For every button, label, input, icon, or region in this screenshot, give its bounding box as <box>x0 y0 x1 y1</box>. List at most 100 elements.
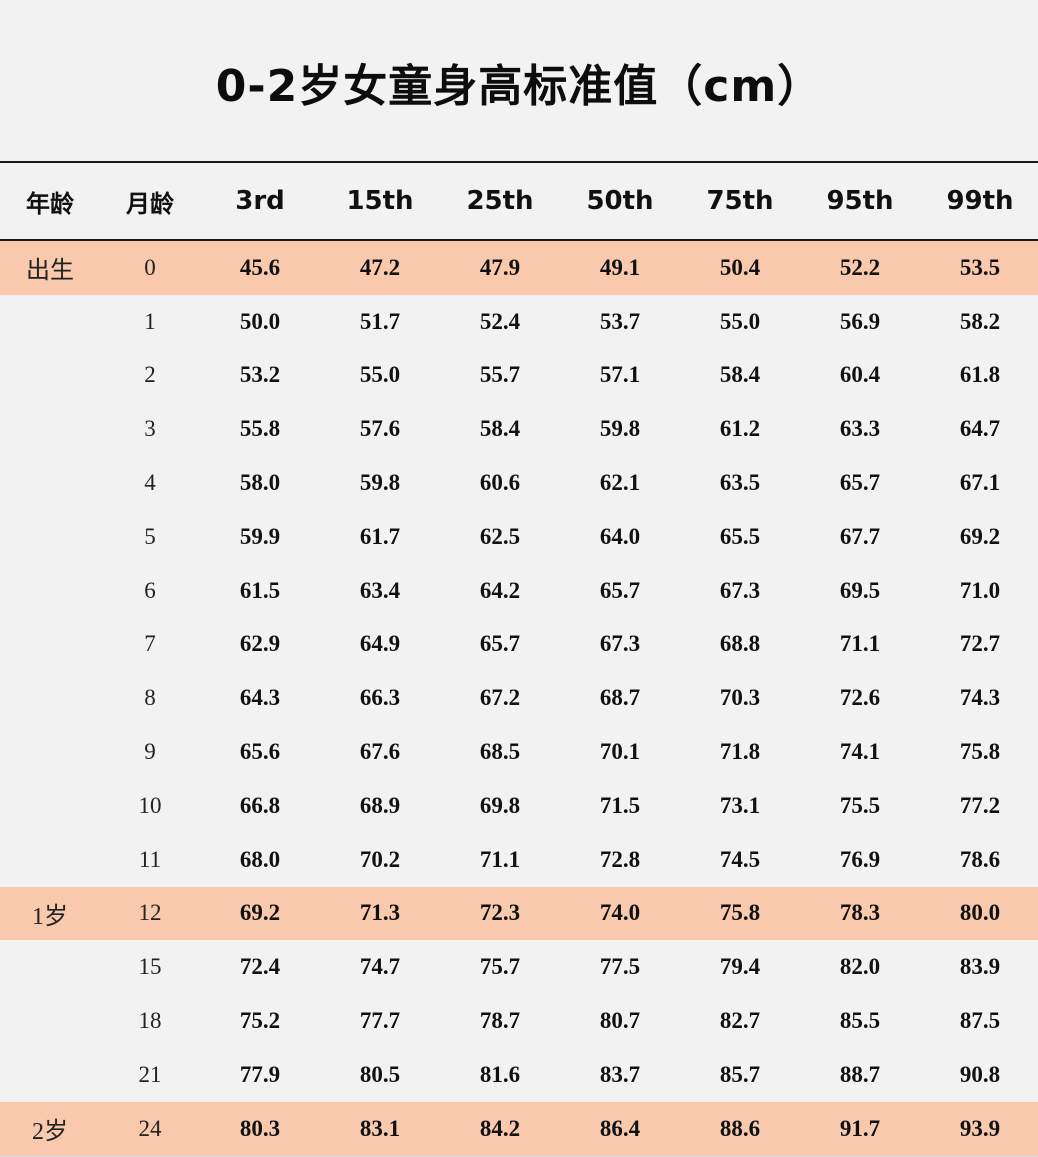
cell-value: 83.1 <box>320 1101 440 1157</box>
cell-value: 52.2 <box>800 240 920 295</box>
cell-value: 57.1 <box>599 362 641 388</box>
cell-value: 70.1 <box>599 739 641 765</box>
cell-value: 47.2 <box>320 240 440 295</box>
cell-value: 67.6 <box>359 739 401 765</box>
cell-value: 85.7 <box>719 1061 761 1087</box>
cell-value: 69.5 <box>839 577 881 603</box>
cell-age <box>0 456 100 510</box>
cell-month: 6 <box>144 577 156 603</box>
cell-value: 62.9 <box>239 631 281 657</box>
cell-value: 69.2 <box>959 523 1001 549</box>
cell-value: 85.5 <box>839 1008 881 1034</box>
cell-value: 88.6 <box>680 1101 800 1157</box>
cell-value: 63.5 <box>719 470 761 496</box>
height-standard-table: 年龄 月龄 3rd 15th 25th 50th 75th 95th 99th … <box>0 163 1038 1157</box>
cell-value: 58.0 <box>239 470 281 496</box>
cell-value: 78.7 <box>479 1008 521 1034</box>
cell-value: 77.5 <box>599 954 641 980</box>
cell-value: 67.3 <box>599 631 641 657</box>
header-p15: 15th <box>320 163 440 241</box>
cell-value: 53.2 <box>239 362 281 388</box>
header-p50: 50th <box>560 163 680 241</box>
cell-age: 1岁 <box>0 886 100 941</box>
cell-value: 72.8 <box>599 846 641 872</box>
table-row: 10 66.8 68.9 69.8 71.5 73.1 75.5 77.2 <box>0 779 1038 833</box>
cell-value: 64.3 <box>239 685 281 711</box>
cell-value: 71.0 <box>959 577 1001 603</box>
table-row: 2岁 24 80.3 83.1 84.2 86.4 88.6 91.7 93.9 <box>0 1101 1038 1157</box>
cell-value: 71.1 <box>479 846 521 872</box>
cell-month: 1 <box>144 308 156 334</box>
cell-age: 2岁 <box>0 1101 100 1157</box>
cell-value: 56.9 <box>839 308 881 334</box>
cell-value: 72.3 <box>440 886 560 941</box>
cell-month: 12 <box>100 886 200 941</box>
cell-month: 4 <box>144 470 156 496</box>
cell-value: 80.3 <box>200 1101 320 1157</box>
cell-age <box>0 725 100 779</box>
cell-value: 77.9 <box>239 1061 281 1087</box>
cell-value: 57.6 <box>359 416 401 442</box>
table-row: 1 50.0 51.7 52.4 53.7 55.0 56.9 58.2 <box>0 295 1038 349</box>
table-row: 6 61.5 63.4 64.2 65.7 67.3 69.5 71.0 <box>0 564 1038 618</box>
cell-value: 80.0 <box>920 886 1038 941</box>
cell-value: 55.8 <box>239 416 281 442</box>
cell-value: 67.2 <box>479 685 521 711</box>
cell-value: 90.8 <box>959 1061 1001 1087</box>
cell-age <box>0 940 100 994</box>
cell-value: 68.7 <box>599 685 641 711</box>
cell-value: 91.7 <box>800 1101 920 1157</box>
cell-value: 61.8 <box>959 362 1001 388</box>
cell-value: 93.9 <box>920 1101 1038 1157</box>
cell-month: 8 <box>144 685 156 711</box>
cell-value: 55.0 <box>359 362 401 388</box>
cell-value: 60.6 <box>479 470 521 496</box>
cell-value: 66.8 <box>239 792 281 818</box>
cell-age <box>0 510 100 564</box>
cell-value: 79.4 <box>719 954 761 980</box>
cell-value: 86.4 <box>560 1101 680 1157</box>
cell-month: 21 <box>138 1061 162 1087</box>
cell-value: 58.2 <box>959 308 1001 334</box>
cell-value: 64.0 <box>599 523 641 549</box>
cell-month: 2 <box>144 362 156 388</box>
cell-value: 82.7 <box>719 1008 761 1034</box>
table-row: 4 58.0 59.8 60.6 62.1 63.5 65.7 67.1 <box>0 456 1038 510</box>
header-p75: 75th <box>680 163 800 241</box>
cell-value: 88.7 <box>839 1061 881 1087</box>
cell-value: 75.8 <box>959 739 1001 765</box>
cell-value: 61.2 <box>719 416 761 442</box>
cell-value: 65.6 <box>239 739 281 765</box>
cell-value: 52.4 <box>479 308 521 334</box>
cell-value: 70.2 <box>359 846 401 872</box>
header-age: 年龄 <box>0 163 100 241</box>
cell-value: 73.1 <box>719 792 761 818</box>
cell-value: 65.5 <box>719 523 761 549</box>
cell-value: 75.7 <box>479 954 521 980</box>
cell-value: 53.5 <box>920 240 1038 295</box>
cell-value: 71.5 <box>599 792 641 818</box>
cell-value: 80.7 <box>599 1008 641 1034</box>
header-p95: 95th <box>800 163 920 241</box>
cell-age <box>0 295 100 349</box>
cell-value: 58.4 <box>719 362 761 388</box>
cell-value: 77.7 <box>359 1008 401 1034</box>
table-row: 8 64.3 66.3 67.2 68.7 70.3 72.6 74.3 <box>0 671 1038 725</box>
cell-value: 78.6 <box>959 846 1001 872</box>
cell-value: 67.1 <box>959 470 1001 496</box>
cell-value: 72.7 <box>959 631 1001 657</box>
cell-value: 61.7 <box>359 523 401 549</box>
cell-age <box>0 671 100 725</box>
cell-value: 64.7 <box>959 416 1001 442</box>
cell-value: 50.0 <box>239 308 281 334</box>
cell-month: 0 <box>100 240 200 295</box>
cell-value: 83.7 <box>599 1061 641 1087</box>
table-row: 出生 0 45.6 47.2 47.9 49.1 50.4 52.2 53.5 <box>0 240 1038 295</box>
header-row: 年龄 月龄 3rd 15th 25th 50th 75th 95th 99th <box>0 163 1038 241</box>
cell-value: 63.4 <box>359 577 401 603</box>
cell-value: 71.8 <box>719 739 761 765</box>
cell-value: 68.0 <box>239 846 281 872</box>
cell-value: 81.6 <box>479 1061 521 1087</box>
cell-month: 15 <box>138 954 162 980</box>
cell-value: 55.0 <box>719 308 761 334</box>
